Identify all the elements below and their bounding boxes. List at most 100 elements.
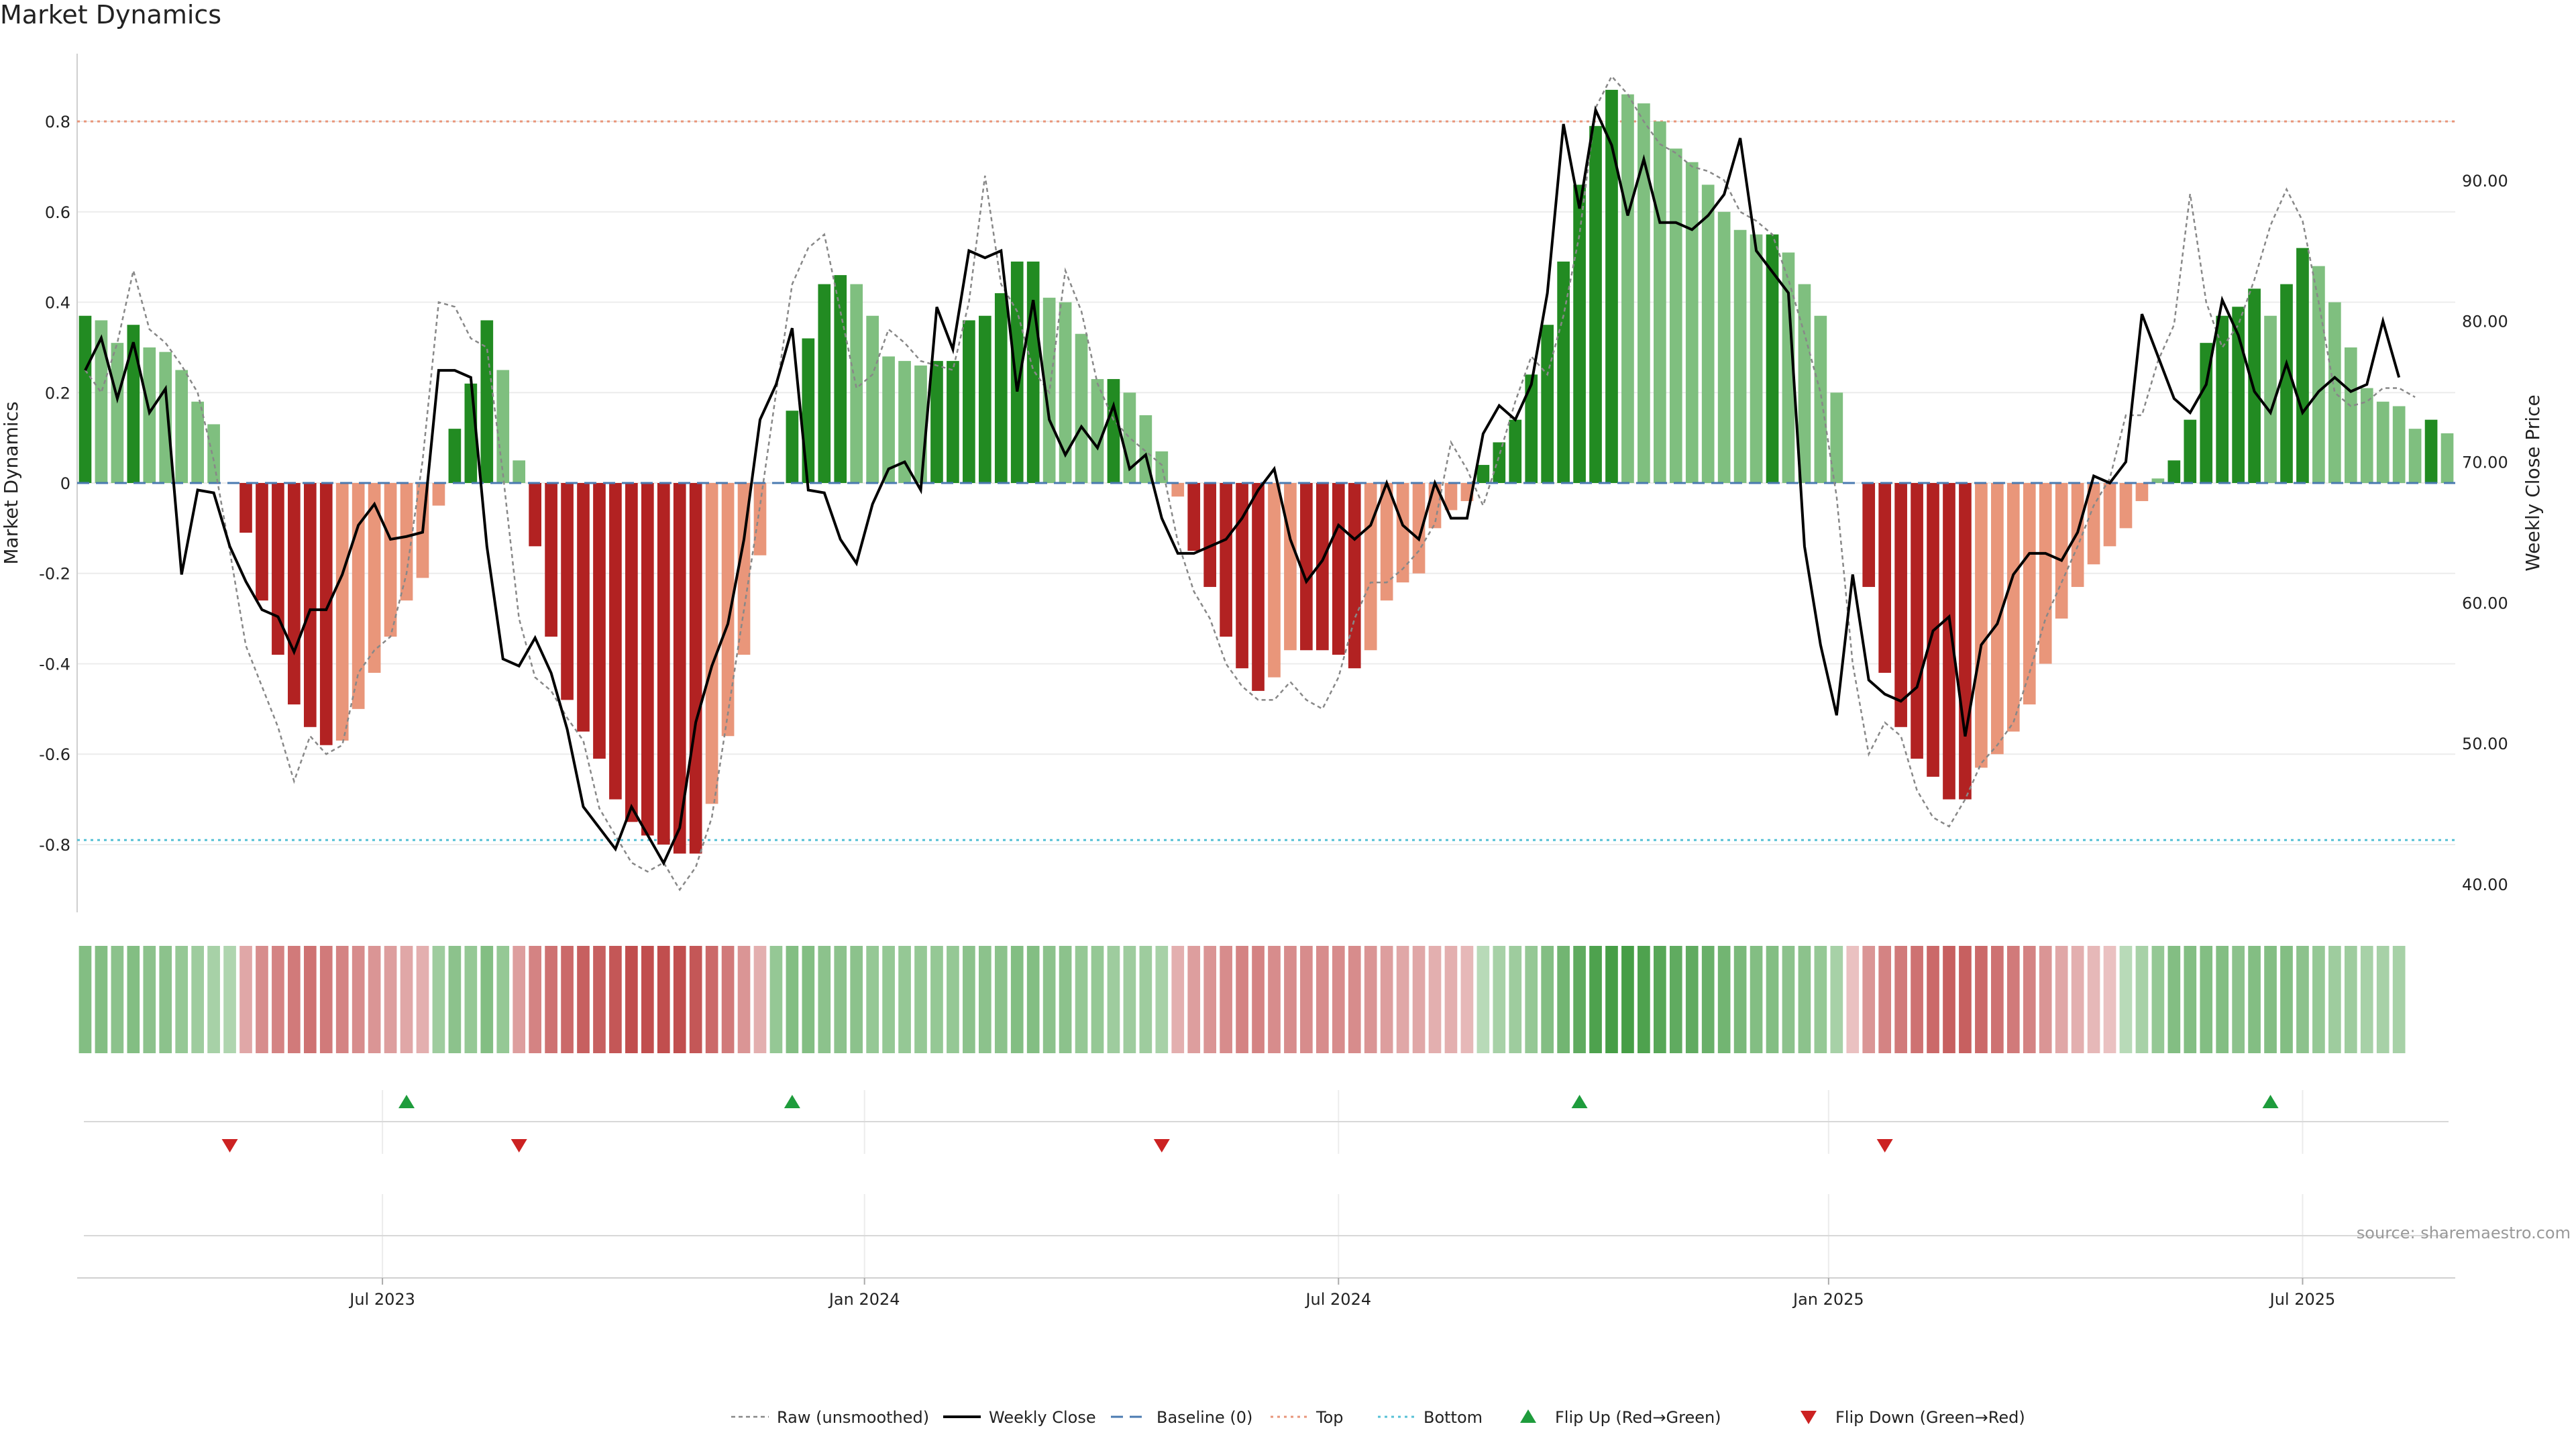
heat-cell xyxy=(1685,946,1699,1053)
momentum-bar xyxy=(303,483,317,727)
momentum-bar xyxy=(2376,401,2390,483)
heat-cell xyxy=(2087,946,2100,1053)
momentum-bar xyxy=(2264,315,2277,483)
flip-down-marker xyxy=(1153,1139,1170,1152)
heat-cell xyxy=(898,946,911,1053)
momentum-bar xyxy=(2167,460,2181,483)
heat-cell xyxy=(1750,946,1763,1053)
momentum-bar xyxy=(1733,229,1747,483)
heat-cell xyxy=(496,946,510,1053)
y-tick-label: -0.2 xyxy=(39,565,70,584)
flip-up-marker xyxy=(398,1095,415,1108)
momentum-bar xyxy=(1171,483,1185,497)
heat-cell xyxy=(1943,946,1955,1053)
momentum-bar xyxy=(256,483,268,601)
momentum-bar xyxy=(1412,483,1426,574)
momentum-bar xyxy=(1252,483,1265,691)
heat-cell xyxy=(1911,946,1923,1053)
momentum-bar xyxy=(1316,483,1329,651)
heat-cell xyxy=(464,946,478,1053)
momentum-bar xyxy=(1493,442,1506,483)
heat-cell xyxy=(577,946,590,1053)
heat-cell xyxy=(352,946,365,1053)
momentum-bar xyxy=(1332,483,1345,655)
momentum-bar xyxy=(2023,483,2036,705)
momentum-bar xyxy=(689,483,702,854)
heat-cell xyxy=(2023,946,2036,1053)
heat-cell xyxy=(1477,946,1490,1053)
momentum-bar xyxy=(1236,483,1248,669)
heat-cell xyxy=(737,946,751,1053)
heat-cell xyxy=(1669,946,1682,1053)
x-tick-label: Jul 2023 xyxy=(348,1290,415,1309)
legend-label: Flip Down (Green→Red) xyxy=(1835,1408,2025,1427)
heat-cell xyxy=(432,946,445,1053)
heat-cell xyxy=(207,946,220,1053)
momentum-bar xyxy=(2424,419,2438,483)
momentum-bar xyxy=(2200,343,2213,483)
momentum-bar xyxy=(1059,302,1072,483)
x-tick-label: Jan 2025 xyxy=(1792,1290,1864,1309)
momentum-bar xyxy=(545,483,557,637)
momentum-bar xyxy=(143,347,156,483)
heat-cell xyxy=(1814,946,1827,1053)
momentum-bar xyxy=(1026,261,1040,483)
legend-label: Raw (unsmoothed) xyxy=(777,1408,929,1427)
momentum-bar xyxy=(1573,184,1586,483)
momentum-bar xyxy=(1798,284,1811,483)
momentum-bar xyxy=(753,483,767,555)
momentum-bar xyxy=(914,365,927,483)
heat-cell xyxy=(2200,946,2213,1053)
momentum-bar xyxy=(2055,483,2068,619)
momentum-bar xyxy=(1814,315,1827,483)
momentum-bar xyxy=(1042,297,1056,483)
x-tick-label: Jan 2024 xyxy=(828,1290,900,1309)
heat-cell xyxy=(1428,946,1442,1053)
momentum-bar xyxy=(448,429,462,483)
heat-cell xyxy=(834,946,847,1053)
heat-cell xyxy=(2151,946,2165,1053)
momentum-bar xyxy=(2328,302,2341,483)
momentum-bar xyxy=(1830,392,1843,483)
momentum-bar xyxy=(1477,465,1490,483)
momentum-bar xyxy=(2440,433,2454,483)
momentum-bar xyxy=(78,315,92,483)
momentum-bar xyxy=(111,343,124,483)
heat-cell xyxy=(2392,946,2406,1053)
heat-cell xyxy=(2264,946,2277,1053)
heat-cell xyxy=(2328,946,2341,1053)
momentum-bar xyxy=(1878,483,1892,673)
momentum-bar xyxy=(850,284,863,483)
y-tick-label: 0.2 xyxy=(45,384,70,402)
momentum-bar xyxy=(1107,379,1120,483)
momentum-bar xyxy=(834,275,847,483)
heat-cell xyxy=(1252,946,1265,1053)
y-tick-label: 0.4 xyxy=(45,294,70,313)
momentum-bar xyxy=(802,338,815,483)
heat-cell xyxy=(882,946,895,1053)
heat-cell xyxy=(2167,946,2181,1053)
heat-cell xyxy=(1493,946,1506,1053)
momentum-bar xyxy=(577,483,590,732)
y2-tick-label: 70.00 xyxy=(2462,453,2508,472)
momentum-bar xyxy=(1959,483,1972,800)
heat-cell xyxy=(1220,946,1232,1053)
heat-cell xyxy=(1091,946,1104,1053)
legend-label: Top xyxy=(1316,1408,1344,1427)
momentum-bar xyxy=(1943,483,1955,800)
heat-cell xyxy=(1798,946,1811,1053)
momentum-bar xyxy=(2087,483,2100,565)
momentum-bar xyxy=(288,483,301,705)
momentum-bar xyxy=(593,483,606,759)
heat-cell xyxy=(673,946,686,1053)
heat-cell xyxy=(769,946,783,1053)
heat-cell xyxy=(1075,946,1088,1053)
heat-cell xyxy=(1830,946,1843,1053)
momentum-bar xyxy=(1187,483,1201,551)
chart-title: Market Dynamics xyxy=(0,0,222,30)
flip-down-marker xyxy=(1876,1139,1893,1152)
momentum-bar xyxy=(207,424,220,483)
heat-cell xyxy=(866,946,879,1053)
heat-cell xyxy=(930,946,943,1053)
